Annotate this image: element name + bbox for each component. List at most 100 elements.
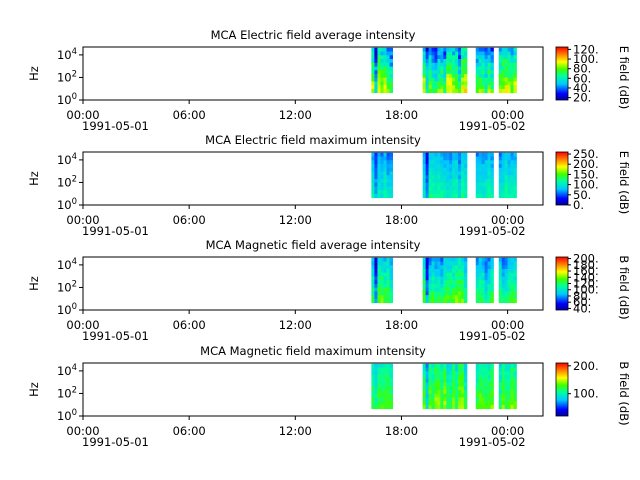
heatmap-cell — [510, 386, 514, 391]
heatmap-cell — [501, 295, 506, 300]
heatmap — [371, 47, 517, 94]
heatmap-cell — [443, 160, 447, 165]
heatmap-cell — [386, 295, 390, 300]
heatmap-cell — [428, 51, 432, 56]
heatmap-cell — [437, 88, 441, 94]
heatmap-cell — [449, 378, 453, 383]
heatmap-cell — [428, 272, 432, 277]
y-tick-label: 104 — [57, 152, 77, 167]
heatmap-cell — [487, 156, 491, 161]
heatmap-cell — [458, 298, 462, 304]
heatmap-cell — [478, 175, 483, 180]
y-tick-label: 102 — [57, 69, 77, 84]
heatmap-cell — [452, 164, 456, 169]
heatmap-cell — [475, 73, 480, 79]
heatmap-cell — [377, 70, 381, 75]
heatmap-cell — [458, 81, 462, 86]
heatmap-cell — [498, 164, 503, 169]
heatmap-cell — [425, 160, 429, 165]
heatmap-cell — [377, 66, 381, 71]
heatmap-cell — [455, 156, 459, 161]
heatmap-cell — [504, 47, 509, 52]
heatmap-cell — [510, 171, 514, 176]
colorbar-gradient — [555, 256, 569, 311]
heatmap-cell — [428, 66, 432, 71]
heatmap-cell — [490, 291, 494, 296]
heatmap-cell — [371, 171, 375, 176]
heatmap-cell — [443, 261, 447, 266]
heatmap-cell — [510, 81, 514, 86]
heatmap-cell — [461, 375, 465, 380]
heatmap-cell — [458, 167, 462, 172]
heatmap-cell — [371, 382, 375, 387]
heatmap-cell — [510, 382, 514, 387]
heatmap-cell — [437, 175, 441, 180]
heatmap-cell — [386, 47, 390, 52]
heatmap-cell — [377, 269, 381, 274]
heatmap-cell — [428, 382, 432, 387]
x-tick-label: 18:00 — [385, 213, 418, 227]
heatmap-cell — [449, 401, 453, 406]
heatmap-cell — [434, 70, 438, 75]
heatmap-cell — [458, 401, 462, 406]
heatmap-cell — [478, 261, 483, 266]
heatmap-cell — [425, 291, 429, 296]
heatmap-cell — [383, 389, 387, 395]
heatmap-cell — [507, 47, 511, 52]
heatmap-cell — [475, 261, 480, 266]
heatmap-cell — [383, 371, 387, 376]
heatmap-cell — [452, 261, 456, 266]
heatmap-cell — [510, 175, 514, 180]
panel-4: MCA Magnetic field maximum intensity1001… — [27, 344, 631, 449]
heatmap-cell — [440, 167, 444, 172]
x-date-start: 1991-05-01 — [82, 224, 149, 238]
heatmap-cell — [422, 371, 427, 376]
heatmap-cell — [501, 367, 506, 372]
heatmap-cell — [389, 175, 394, 180]
heatmap-cell — [513, 73, 517, 79]
heatmap-cell — [475, 295, 480, 300]
colorbar-tick-label: 40. — [573, 81, 591, 95]
heatmap-cell — [498, 269, 503, 274]
heatmap-cell — [484, 283, 488, 289]
heatmap-cell — [513, 152, 517, 157]
heatmap-cell — [383, 190, 387, 195]
heatmap-cell — [437, 164, 441, 169]
heatmap-cell — [374, 193, 378, 199]
heatmap-cell — [481, 261, 486, 266]
heatmap-cell — [513, 164, 517, 169]
heatmap-cell — [475, 269, 480, 274]
heatmap-cell — [458, 397, 462, 402]
colorbar-tick-label: 100. — [573, 387, 599, 401]
heatmap-cell — [513, 397, 517, 402]
heatmap-cell — [504, 152, 509, 157]
heatmap-cell — [458, 164, 462, 169]
heatmap-cell — [455, 378, 459, 383]
heatmap-cell — [475, 193, 480, 199]
heatmap-cell — [449, 193, 453, 199]
heatmap-cell — [501, 160, 506, 165]
heatmap — [371, 363, 517, 410]
heatmap-cell — [507, 88, 511, 94]
heatmap-cell — [380, 182, 384, 187]
heatmap-cell — [481, 171, 486, 176]
heatmap-cell — [428, 298, 432, 304]
heatmap-cell — [484, 73, 488, 79]
heatmap-cell — [383, 152, 387, 157]
heatmap-cell — [380, 193, 384, 199]
heatmap-cell — [504, 81, 509, 86]
heatmap-cell — [452, 298, 456, 304]
heatmap-cell — [461, 51, 465, 56]
heatmap-cell — [437, 375, 441, 380]
heatmap-cell — [374, 404, 378, 410]
heatmap-cell — [422, 265, 427, 270]
heatmap-cell — [446, 85, 450, 90]
heatmap-cell — [371, 47, 375, 52]
heatmap-cell — [501, 382, 506, 387]
heatmap-cell — [478, 186, 483, 191]
heatmap-cell — [455, 295, 459, 300]
heatmap-cell — [490, 389, 494, 395]
heatmap-cell — [475, 55, 480, 60]
heatmap-cell — [431, 175, 435, 180]
heatmap-cell — [513, 375, 517, 380]
